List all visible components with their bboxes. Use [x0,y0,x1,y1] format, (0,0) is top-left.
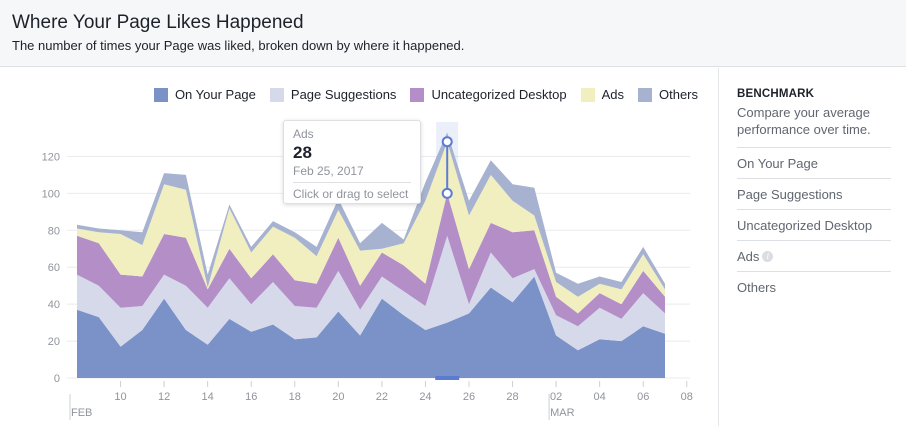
benchmark-item-page-suggestions[interactable]: Page Suggestions [737,179,891,210]
tooltip-value: 28 [293,143,312,162]
legend-label: Page Suggestions [290,87,397,102]
legend-label: Others [658,87,698,102]
legend-label: Uncategorized Desktop [431,87,567,102]
legend-item-others[interactable]: Others [637,87,698,102]
x-tick-label: 16 [245,391,257,403]
x-tick-label: 28 [506,391,518,403]
y-tick-label: 100 [42,188,60,200]
benchmark-item-ads[interactable]: Ads i [737,241,891,272]
x-tick-label: 20 [332,391,344,403]
benchmark-item-label: Others [737,280,777,295]
legend-swatch [580,87,595,102]
benchmark-item-uncategorized-desktop[interactable]: Uncategorized Desktop [737,210,891,241]
y-tick-label: 0 [54,373,60,385]
chart-area[interactable]: 0 20 40 60 80 100 120 10 12 14 16 18 20 22 24 26 28 02 04 0… [0,68,718,426]
area-others [77,132,665,297]
x-tick-label: 12 [158,391,170,403]
legend-item-on-your-page[interactable]: On Your Page [153,87,256,102]
legend-label: On Your Page [174,87,256,102]
legend-item-ads[interactable]: Ads [580,87,624,102]
header: Where Your Page Likes Happened The numbe… [0,0,906,67]
chart-legend: On Your Page Page Suggestions Uncategorize… [153,87,698,102]
legend-item-page-suggestions[interactable]: Page Suggestions [269,87,397,102]
benchmark-item-on-your-page[interactable]: On Your Page [737,148,891,179]
highlight-point [441,187,453,199]
legend-swatch [637,87,652,102]
x-tick-label: 14 [202,391,214,403]
benchmark-item-label: On Your Page [737,155,818,171]
benchmark-item-label: Page Suggestions [737,186,843,202]
tooltip-date: Feb 25, 2017 [293,164,411,183]
benchmark-description: Compare your average performance over ti… [737,104,891,148]
area-page-suggestions [77,235,665,351]
x-tick-label: 10 [114,391,126,403]
x-tick-label: 04 [594,391,606,403]
tooltip-series-name: Ads [293,127,314,141]
y-tick-label: 60 [48,262,60,274]
legend-item-uncategorized-desktop[interactable]: Uncategorized Desktop [410,87,567,102]
highlight-axis-marker [435,376,460,380]
month-label: FEB [71,407,92,419]
legend-swatch [153,87,168,102]
legend-swatch [410,87,425,102]
legend-swatch [269,87,284,102]
x-tick-label: 26 [463,391,475,403]
benchmark-item-label: Ads [737,248,760,264]
highlight-point [441,136,453,148]
x-tick-label: 02 [550,391,562,403]
x-tick-label: 18 [289,391,301,403]
x-tick-label: 08 [681,391,693,403]
benchmark-item-label: Uncategorized Desktop [737,217,873,233]
benchmark-sidebar: BENCHMARK Compare your average performan… [718,68,906,426]
tooltip-hint: Click or drag to select [293,187,409,201]
x-tick-label: 06 [637,391,649,403]
chart-tooltip: Ads 28 Feb 25, 2017 Click or drag to sel… [283,120,421,204]
y-tick-label: 120 [42,151,60,163]
month-label: MAR [550,407,575,419]
benchmark-title: BENCHMARK [737,88,815,100]
y-tick-label: 40 [48,299,60,311]
y-tick-label: 80 [48,225,60,237]
y-tick-label: 20 [48,336,60,348]
legend-label: Ads [601,87,624,102]
benchmark-item-others[interactable]: Others [737,272,891,303]
x-tick-label: 22 [376,391,388,403]
area-ads [77,141,665,314]
page-subtitle: The number of times your Page was liked,… [12,38,465,53]
info-icon[interactable]: i [762,250,774,262]
page-title: Where Your Page Likes Happened [12,12,304,33]
x-tick-label: 24 [419,391,431,403]
benchmark-list: On Your Page Page Suggestions Uncategorize… [737,148,891,303]
area-uncategorized-desktop [77,193,665,327]
area-on-your-page [77,276,665,378]
